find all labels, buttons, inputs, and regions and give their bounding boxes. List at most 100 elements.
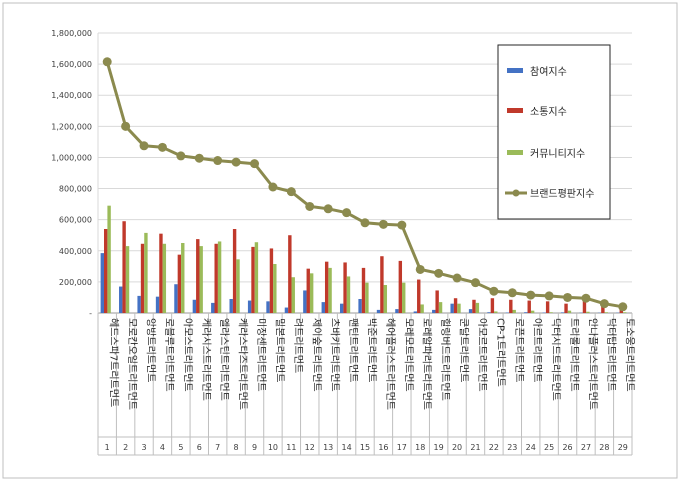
category-label: 모로칸오일트리트먼트: [126, 318, 138, 410]
category-number: 18: [415, 443, 425, 452]
y-tick-label: 800,000: [59, 185, 92, 194]
category-label: 케라시스트리트먼트: [200, 318, 212, 401]
legend-swatch: [507, 68, 523, 73]
reputation-point: [508, 288, 517, 297]
bar: [347, 276, 350, 313]
bar: [218, 241, 221, 313]
category-number: 8: [234, 443, 239, 452]
bar: [377, 310, 380, 313]
bar: [384, 285, 387, 313]
reputation-point: [195, 154, 204, 163]
bar: [435, 290, 438, 313]
category-label: 려트리트먼트: [292, 318, 304, 373]
category-number: 1: [105, 443, 110, 452]
reputation-point: [453, 274, 462, 283]
legend-label: 소통지수: [530, 106, 567, 118]
bar: [568, 311, 571, 313]
bar: [104, 229, 107, 313]
bar: [343, 262, 346, 313]
bar: [586, 312, 589, 313]
reputation-point: [600, 299, 609, 308]
category-number: 15: [360, 443, 370, 452]
bar: [196, 239, 199, 313]
category-number: 23: [507, 443, 517, 452]
y-tick-label: 400,000: [59, 247, 92, 256]
reputation-point: [471, 278, 480, 287]
bar: [605, 312, 608, 313]
bar: [307, 269, 310, 313]
category-label: 안나플러스트리트먼트: [587, 318, 599, 410]
category-label: 밀본트리트먼트: [273, 318, 285, 382]
bar: [531, 311, 534, 313]
bar: [288, 235, 291, 313]
reputation-point: [140, 141, 149, 150]
bar: [122, 221, 125, 313]
bar: [358, 299, 361, 313]
category-number: 2: [123, 443, 128, 452]
category-label: 아모르트리트먼트: [476, 318, 488, 392]
bar: [255, 242, 258, 313]
bar: [420, 304, 423, 313]
bar: [491, 298, 494, 313]
bar: [230, 299, 233, 313]
legend-swatch: [507, 108, 523, 113]
legend-marker: [513, 190, 520, 197]
reputation-point: [103, 57, 112, 66]
reputation-point: [324, 204, 333, 213]
legend-label: 브랜드평판지수: [530, 188, 594, 200]
category-number: 5: [178, 443, 183, 452]
bar: [233, 229, 236, 313]
category-label: 로블루트리트먼트: [163, 318, 175, 392]
category-number: 17: [397, 443, 407, 452]
category-number: 12: [305, 443, 315, 452]
reputation-point: [213, 156, 222, 165]
category-label: 모레모트리트먼트: [402, 318, 414, 392]
reputation-point: [250, 159, 259, 168]
bar: [107, 206, 110, 313]
bar: [178, 255, 181, 313]
category-label: 츠바키트리트먼트: [329, 318, 341, 392]
y-tick-label: 1,200,000: [51, 122, 92, 131]
bar: [144, 233, 147, 313]
bar: [561, 312, 564, 313]
category-number: 9: [252, 443, 257, 452]
bar: [472, 300, 475, 313]
bar: [494, 311, 497, 313]
category-number: 29: [618, 443, 628, 452]
reputation-point: [618, 302, 627, 311]
bar: [365, 283, 368, 313]
category-number: 7: [215, 443, 220, 452]
category-label: 미장센트리트먼트: [255, 318, 267, 392]
category-number: 13: [323, 443, 333, 452]
category-number: 19: [434, 443, 444, 452]
bar: [549, 312, 552, 313]
reputation-point: [563, 293, 572, 302]
reputation-point: [361, 218, 370, 227]
reputation-point: [305, 202, 314, 211]
reputation-point: [434, 269, 443, 278]
bar: [251, 247, 254, 313]
bar: [270, 248, 273, 313]
category-number: 16: [378, 443, 388, 452]
reputation-point: [379, 220, 388, 229]
bar: [399, 261, 402, 313]
bar: [340, 304, 343, 313]
category-label: 팬틴트리트먼트: [347, 318, 359, 382]
reputation-point: [158, 143, 167, 152]
bar: [310, 273, 313, 313]
bar: [119, 287, 122, 313]
bar: [211, 303, 214, 313]
bar: [439, 302, 442, 313]
category-label: 엘라스틴트리트먼트: [218, 318, 231, 401]
bar: [199, 246, 202, 313]
bar: [101, 253, 104, 313]
bar: [163, 244, 166, 313]
bar: [325, 262, 328, 313]
y-tick-label: 200,000: [59, 278, 92, 287]
reputation-point: [287, 187, 296, 196]
bar: [528, 301, 531, 313]
category-label: 힐링버드트리트먼트: [439, 318, 452, 401]
category-label: 로픈트리트먼트: [513, 318, 525, 382]
